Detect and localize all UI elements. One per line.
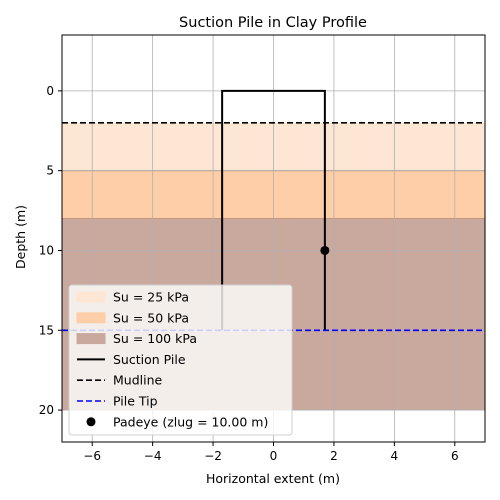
- x-tick-label: 4: [391, 449, 399, 463]
- x-tick-label: −6: [83, 449, 101, 463]
- plot-points: [320, 245, 330, 255]
- y-tick-label: 5: [46, 164, 54, 178]
- legend-label-4: Suction Pile: [113, 352, 186, 367]
- legend-swatch-1: [76, 291, 106, 303]
- legend: Su = 25 kPa Su = 50 kPa Su = 100 kPa Suctio…: [68, 284, 293, 436]
- y-tick-label: 15: [39, 323, 54, 337]
- legend-label-2: Su = 50 kPa: [113, 310, 189, 325]
- x-axis-label: Horizontal extent (m): [206, 471, 340, 486]
- legend-box: [68, 284, 293, 436]
- x-tick-label: 2: [330, 449, 338, 463]
- x-tick-label: 0: [270, 449, 278, 463]
- y-tick-label: 10: [39, 243, 54, 257]
- legend-label-7: Padeye (zlug = 10.00 m): [113, 414, 268, 429]
- legend-swatch-2: [76, 312, 106, 324]
- y-tick-label: 0: [46, 84, 54, 98]
- legend-label-5: Mudline: [113, 373, 163, 388]
- legend-label-6: Pile Tip: [113, 394, 158, 409]
- y-tick-label: 20: [39, 403, 54, 417]
- legend-label-3: Su = 100 kPa: [113, 331, 197, 346]
- legend-label-1: Su = 25 kPa: [113, 290, 189, 305]
- x-tick-label: 6: [451, 449, 459, 463]
- axes: −6 −4 −2 0 2 4 6 0 5 10 15 20: [39, 34, 486, 463]
- padeye-marker: [320, 245, 330, 255]
- x-tick-label: −2: [204, 449, 222, 463]
- chart-title: Suction Pile in Clay Profile: [179, 15, 367, 31]
- legend-swatch-3: [76, 333, 106, 345]
- series-suction-pile: [221, 89, 326, 331]
- legend-marker-7: [86, 417, 96, 427]
- y-axis-label: Depth (m): [13, 205, 28, 269]
- x-tick-label: −4: [144, 449, 162, 463]
